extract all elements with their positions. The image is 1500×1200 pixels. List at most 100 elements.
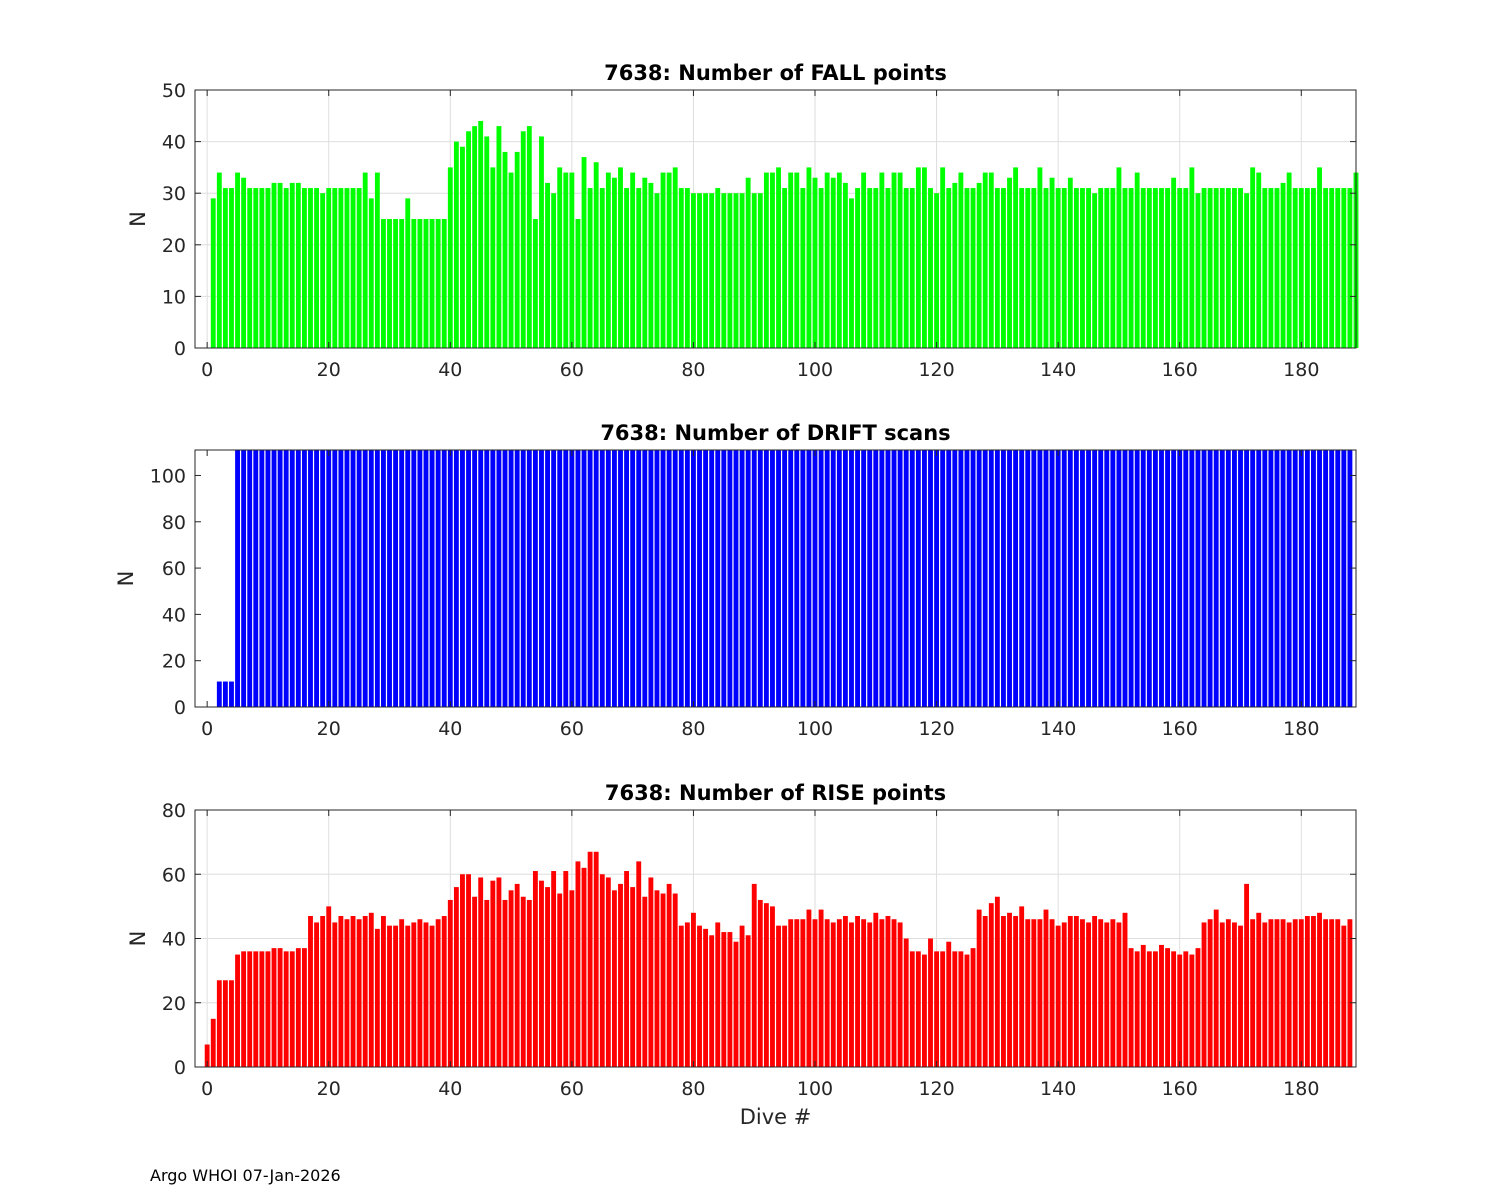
drift-bar xyxy=(721,450,727,707)
rise-bar xyxy=(879,919,885,1067)
fall-bar xyxy=(581,157,587,348)
fall-bar xyxy=(247,188,253,348)
rise-bar xyxy=(1025,919,1031,1067)
fall-bar xyxy=(770,172,775,348)
rise-bar xyxy=(946,941,952,1067)
drift-bar xyxy=(1298,450,1304,707)
fall-bar xyxy=(338,188,344,348)
drift-bar xyxy=(1019,450,1025,707)
rise-bar xyxy=(605,877,611,1067)
fall-bar xyxy=(1274,188,1280,348)
fall-bar xyxy=(235,172,240,348)
fall-bar xyxy=(374,172,380,348)
rise-bar xyxy=(891,919,897,1067)
rise-bar xyxy=(678,925,684,1067)
fall-bar xyxy=(660,172,666,348)
fall-bar xyxy=(952,182,958,348)
fall-bar xyxy=(636,188,642,348)
fall-bar xyxy=(885,188,891,348)
rise-xtick-label: 20 xyxy=(317,1078,341,1100)
rise-bar xyxy=(928,938,933,1067)
drift-bar xyxy=(1092,450,1098,707)
rise-bar xyxy=(921,954,927,1067)
drift-bar xyxy=(1347,450,1353,707)
drift-bar xyxy=(326,450,332,707)
rise-bar xyxy=(563,871,569,1067)
rise-bar xyxy=(241,951,247,1067)
fall-bar xyxy=(514,151,520,348)
fall-bar xyxy=(1165,188,1170,348)
drift-bar xyxy=(934,450,940,707)
fall-bar xyxy=(1238,188,1243,348)
rise-bar xyxy=(581,867,587,1067)
fall-bar xyxy=(350,188,356,348)
drift-bar xyxy=(909,450,915,707)
rise-bar xyxy=(1013,916,1019,1067)
fall-bar xyxy=(970,188,976,348)
rise-bar xyxy=(776,925,781,1067)
rise-bar xyxy=(1177,954,1183,1067)
fall-bar xyxy=(472,126,478,349)
fall-bar xyxy=(739,193,745,348)
fall-bar xyxy=(709,193,715,348)
drift-ytick-label: 40 xyxy=(162,604,186,626)
drift-bar xyxy=(830,450,836,707)
drift-bar xyxy=(441,450,447,707)
fall-bar xyxy=(915,167,921,348)
rise-bar xyxy=(715,922,721,1067)
drift-bar xyxy=(460,450,465,707)
fall-bar xyxy=(648,182,654,348)
rise-bar xyxy=(782,925,788,1067)
drift-bar xyxy=(618,450,623,707)
rise-bar xyxy=(1231,922,1237,1067)
fall-bar xyxy=(502,151,508,348)
fall-bar xyxy=(672,167,678,348)
drift-bar xyxy=(1128,450,1134,707)
rise-bar xyxy=(453,887,459,1067)
rise-bar xyxy=(618,883,623,1067)
fall-bar xyxy=(496,126,502,349)
drift-bar xyxy=(405,450,411,707)
rise-bar xyxy=(806,909,812,1067)
rise-bar xyxy=(1250,919,1256,1067)
fall-bar xyxy=(1323,188,1329,348)
fall-bar xyxy=(1189,167,1195,348)
drift-bar xyxy=(1177,450,1183,707)
drift-xtick-label: 60 xyxy=(560,718,584,740)
rise-bar xyxy=(496,877,502,1067)
fall-bar xyxy=(1177,188,1183,348)
rise-bar xyxy=(757,899,763,1067)
fall-bar xyxy=(1013,167,1019,348)
rise-bar xyxy=(1073,916,1079,1067)
drift-bar xyxy=(447,450,453,707)
fall-bar xyxy=(611,177,617,348)
drift-bar xyxy=(1335,450,1341,707)
fall-bar xyxy=(593,162,599,348)
fall-bar xyxy=(314,188,320,348)
rise-bar xyxy=(1001,916,1006,1067)
drift-bar xyxy=(508,450,514,707)
rise-bar xyxy=(478,877,484,1067)
rise-xtick-label: 160 xyxy=(1162,1078,1198,1100)
fall-bar xyxy=(1183,188,1189,348)
drift-bar xyxy=(849,450,854,707)
drift-bar xyxy=(587,450,593,707)
rise-bar xyxy=(575,861,581,1067)
fall-xtick-label: 80 xyxy=(681,359,705,381)
rise-bar xyxy=(423,922,429,1067)
fall-bar xyxy=(460,146,465,348)
rise-bar xyxy=(308,916,313,1067)
drift-bar xyxy=(897,450,903,707)
rise-bar xyxy=(502,899,508,1067)
rise-bar xyxy=(1341,925,1347,1067)
rise-bar xyxy=(1122,912,1128,1067)
rise-bar xyxy=(915,951,921,1067)
rise-bar xyxy=(1067,916,1073,1067)
fall-bar xyxy=(411,219,417,348)
fall-bar xyxy=(222,188,228,348)
drift-bar xyxy=(1001,450,1006,707)
fall-bar xyxy=(435,219,441,348)
drift-bar xyxy=(484,450,490,707)
rise-bar xyxy=(526,899,532,1067)
rise-bar xyxy=(532,871,538,1067)
